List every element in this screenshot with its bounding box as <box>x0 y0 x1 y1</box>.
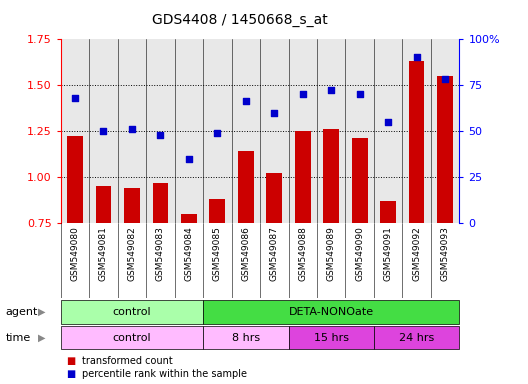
Point <box>412 54 421 60</box>
Point <box>128 126 136 132</box>
Text: transformed count: transformed count <box>82 356 173 366</box>
Text: 24 hrs: 24 hrs <box>399 333 434 343</box>
Bar <box>238 151 253 223</box>
Point <box>384 119 392 125</box>
Text: GSM549082: GSM549082 <box>127 226 136 281</box>
Text: 15 hrs: 15 hrs <box>314 333 348 343</box>
Text: GSM549086: GSM549086 <box>241 226 250 281</box>
Bar <box>181 214 197 223</box>
Text: 8 hrs: 8 hrs <box>232 333 260 343</box>
Bar <box>409 61 425 223</box>
Text: time: time <box>5 333 31 343</box>
Bar <box>61 326 203 349</box>
Point <box>185 156 193 162</box>
Bar <box>67 136 83 223</box>
Text: GSM549087: GSM549087 <box>270 226 279 281</box>
Bar <box>124 188 140 223</box>
Bar <box>323 129 339 223</box>
Text: GSM549083: GSM549083 <box>156 226 165 281</box>
Point <box>71 95 79 101</box>
Point <box>355 91 364 97</box>
Point <box>327 87 335 93</box>
Text: GSM549088: GSM549088 <box>298 226 307 281</box>
Point <box>156 132 165 138</box>
Text: GSM549091: GSM549091 <box>384 226 393 281</box>
Text: GSM549090: GSM549090 <box>355 226 364 281</box>
Text: GSM549085: GSM549085 <box>213 226 222 281</box>
Bar <box>374 326 459 349</box>
Text: DETA-NONOate: DETA-NONOate <box>289 307 374 317</box>
Bar <box>61 300 203 324</box>
Bar <box>380 201 396 223</box>
Bar <box>295 131 310 223</box>
Text: GSM549093: GSM549093 <box>441 226 450 281</box>
Bar <box>210 199 225 223</box>
Bar <box>437 76 453 223</box>
Text: GSM549080: GSM549080 <box>70 226 79 281</box>
Point <box>270 109 278 116</box>
Text: control: control <box>112 307 151 317</box>
Point <box>99 128 108 134</box>
Text: ▶: ▶ <box>38 307 45 317</box>
Text: GSM549089: GSM549089 <box>327 226 336 281</box>
Text: GSM549092: GSM549092 <box>412 226 421 281</box>
Text: GDS4408 / 1450668_s_at: GDS4408 / 1450668_s_at <box>152 13 328 27</box>
Bar <box>153 182 168 223</box>
Text: ■: ■ <box>66 369 76 379</box>
Bar <box>288 326 374 349</box>
Text: ■: ■ <box>66 356 76 366</box>
Bar <box>352 138 367 223</box>
Point <box>242 98 250 104</box>
Text: ▶: ▶ <box>38 333 45 343</box>
Bar <box>96 186 111 223</box>
Bar <box>203 326 288 349</box>
Text: GSM549081: GSM549081 <box>99 226 108 281</box>
Point <box>441 76 449 83</box>
Text: percentile rank within the sample: percentile rank within the sample <box>82 369 247 379</box>
Bar <box>267 173 282 223</box>
Text: control: control <box>112 333 151 343</box>
Text: agent: agent <box>5 307 37 317</box>
Bar <box>203 300 459 324</box>
Point <box>298 91 307 97</box>
Text: GSM549084: GSM549084 <box>184 226 193 281</box>
Point <box>213 130 222 136</box>
